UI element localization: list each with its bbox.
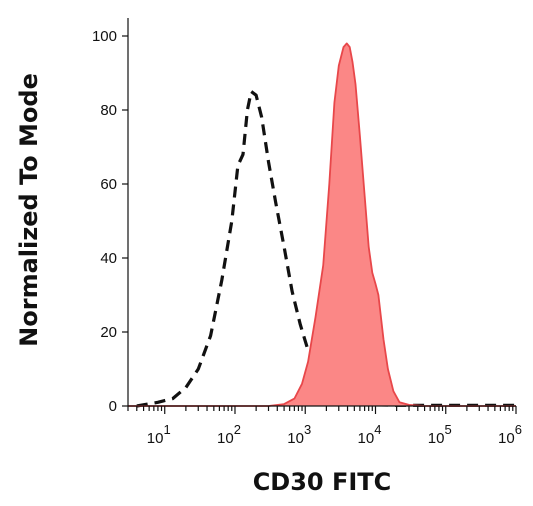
y-ticks: 0 20 40 60 80 100 (92, 28, 128, 415)
stained-histogram-outline (128, 42, 516, 407)
x-tick-label: 101 (147, 422, 171, 447)
y-tick-label: 40 (100, 250, 117, 267)
x-tick-label: 104 (358, 422, 382, 447)
y-tick-label: 0 (109, 398, 117, 415)
x-tick-label: 102 (217, 422, 241, 447)
x-tick-label: 106 (498, 422, 522, 447)
y-tick-label: 60 (100, 176, 117, 193)
x-axis-title: CD30 FITC (253, 468, 392, 496)
y-axis-title: Normalized To Mode (15, 73, 43, 347)
plot-area (128, 42, 516, 408)
x-tick-label: 105 (428, 422, 452, 447)
stained-histogram-fill (128, 43, 516, 407)
x-ticks: 101 102 103 104 105 106 (127, 406, 522, 447)
y-tick-label: 80 (100, 102, 117, 119)
y-tick-label: 20 (100, 324, 117, 341)
axes (127, 18, 516, 407)
y-tick-label: 100 (92, 28, 117, 45)
x-tick-label: 103 (287, 422, 311, 447)
